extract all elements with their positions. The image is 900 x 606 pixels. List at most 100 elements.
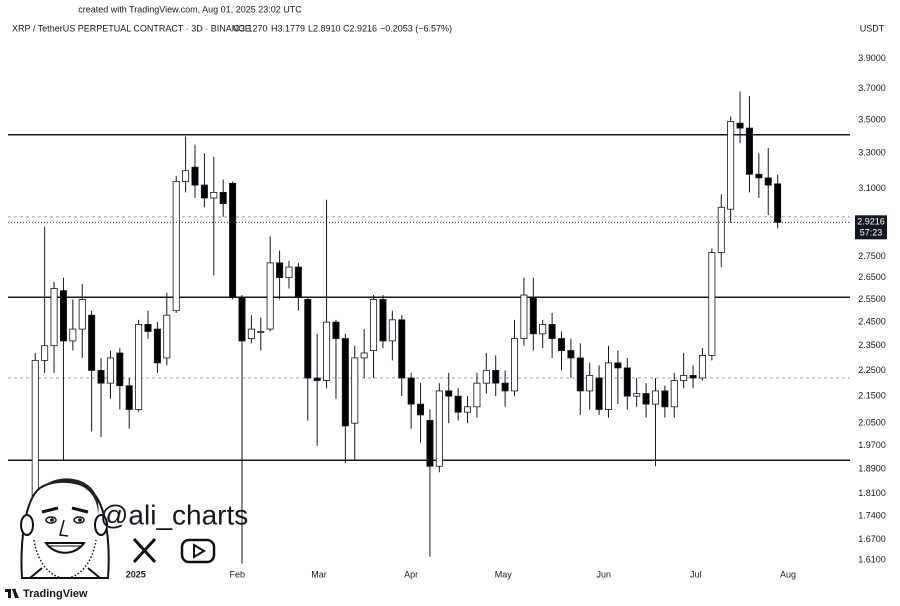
- candle-body: [727, 121, 735, 210]
- x-tick-label: Mar: [311, 569, 327, 579]
- candle-body: [454, 395, 462, 413]
- y-tick-label: 2.0500: [858, 418, 886, 428]
- currency: USDT: [860, 23, 885, 33]
- candle-body: [172, 181, 180, 312]
- candle-body: [78, 299, 86, 330]
- candle-body: [445, 390, 453, 397]
- candle-body: [482, 369, 490, 384]
- countdown-label: 57:23: [860, 228, 883, 238]
- y-tick-label: 3.3000: [858, 148, 886, 158]
- candle-body: [614, 362, 622, 369]
- candle-body: [323, 321, 331, 381]
- candle-body: [238, 296, 246, 342]
- candle-body: [153, 328, 161, 364]
- candle-body: [276, 262, 284, 279]
- candle-body: [50, 288, 58, 347]
- last-price-label: 2.9216: [857, 217, 885, 227]
- candle-body: [59, 290, 67, 342]
- candle-body: [125, 385, 133, 410]
- candle-body: [529, 296, 537, 335]
- y-tick-label: 3.1000: [858, 183, 886, 193]
- x-icon: [132, 537, 157, 564]
- axes: 3.9000 3.7000 3.5000 3.3000 3.1000 2.7500 2.65…: [36, 53, 887, 580]
- chart-title: XRP / TetherUS PERPETUAL CONTRACT · 3D ·…: [12, 23, 251, 33]
- candle-body: [651, 390, 659, 405]
- y-tick-label: 3.9000: [858, 53, 886, 63]
- candle-body: [398, 319, 406, 379]
- candle-body: [97, 369, 105, 384]
- candle-body: [558, 338, 566, 351]
- x-tick-label: Aug: [780, 569, 796, 579]
- candle-body: [567, 350, 575, 359]
- candle-body: [623, 367, 631, 397]
- candle-body: [266, 262, 274, 330]
- y-tick-label: 2.3500: [858, 340, 886, 350]
- candle-body: [135, 324, 143, 410]
- y-tick-label: 1.7400: [858, 510, 886, 520]
- candle-body: [492, 369, 500, 384]
- plot-area: [8, 91, 850, 571]
- last-price-box: [855, 215, 887, 240]
- y-tick-label: 2.2500: [858, 365, 886, 375]
- candle-body: [257, 331, 265, 333]
- author-handle: @ali_charts: [100, 499, 248, 530]
- candle-body: [144, 324, 152, 332]
- x-tick-label: 2025: [126, 569, 146, 579]
- candle-body: [670, 380, 678, 408]
- candle-body: [332, 321, 340, 339]
- candle-body: [304, 299, 312, 379]
- candle-body: [717, 206, 725, 253]
- candle-body: [680, 375, 688, 381]
- candle-body: [313, 377, 321, 381]
- candle-body: [116, 352, 124, 387]
- candle-body: [388, 319, 396, 342]
- y-tick-label: 2.6500: [858, 272, 886, 282]
- ohlc-high: H3.1779: [271, 23, 305, 33]
- candle-body: [341, 338, 349, 427]
- y-tick-label: 2.1500: [858, 391, 886, 401]
- candle-body: [41, 345, 49, 361]
- candle-body: [200, 184, 208, 199]
- x-tick-label: May: [495, 569, 513, 579]
- candle-body: [464, 406, 472, 413]
- candle-body: [586, 375, 594, 392]
- candle-body: [689, 375, 697, 379]
- candle-body: [294, 266, 302, 298]
- candle-body: [370, 299, 378, 351]
- candle-body: [708, 252, 716, 356]
- candle-body: [426, 420, 434, 467]
- candle-body: [539, 324, 547, 335]
- y-tick-label: 1.8900: [858, 464, 886, 474]
- candle-body: [633, 393, 641, 397]
- candle-body: [247, 328, 255, 339]
- candle-body: [285, 266, 293, 279]
- ohlc-open: O3.1270: [233, 23, 268, 33]
- candle-body: [379, 299, 387, 342]
- y-tick-label: 2.5500: [858, 294, 886, 304]
- brand-logo: [5, 588, 19, 598]
- candle-body: [661, 390, 669, 408]
- candle-body: [642, 393, 650, 405]
- y-tick-label: 3.5000: [858, 114, 886, 124]
- x-tick-label: Jun: [597, 569, 612, 579]
- candle-body: [755, 173, 763, 179]
- y-tick-label: 3.7000: [858, 83, 886, 93]
- y-tick-label: 1.9700: [858, 440, 886, 450]
- y-tick-label: 2.4500: [858, 316, 886, 326]
- x-tick-label: Feb: [230, 569, 246, 579]
- candle-body: [417, 403, 425, 416]
- candle-body: [774, 183, 782, 223]
- youtube-icon: [180, 538, 216, 564]
- avatar: [20, 478, 110, 579]
- y-tick-label: 1.6100: [858, 554, 886, 564]
- candle-body: [360, 352, 368, 359]
- candle-body: [69, 328, 77, 342]
- candle-body: [576, 357, 584, 392]
- candle-body: [219, 191, 227, 204]
- candle-body: [229, 182, 237, 298]
- y-tick-label: 2.7500: [858, 251, 886, 261]
- ohlc-change: −0.2053 (−6.57%): [380, 23, 452, 33]
